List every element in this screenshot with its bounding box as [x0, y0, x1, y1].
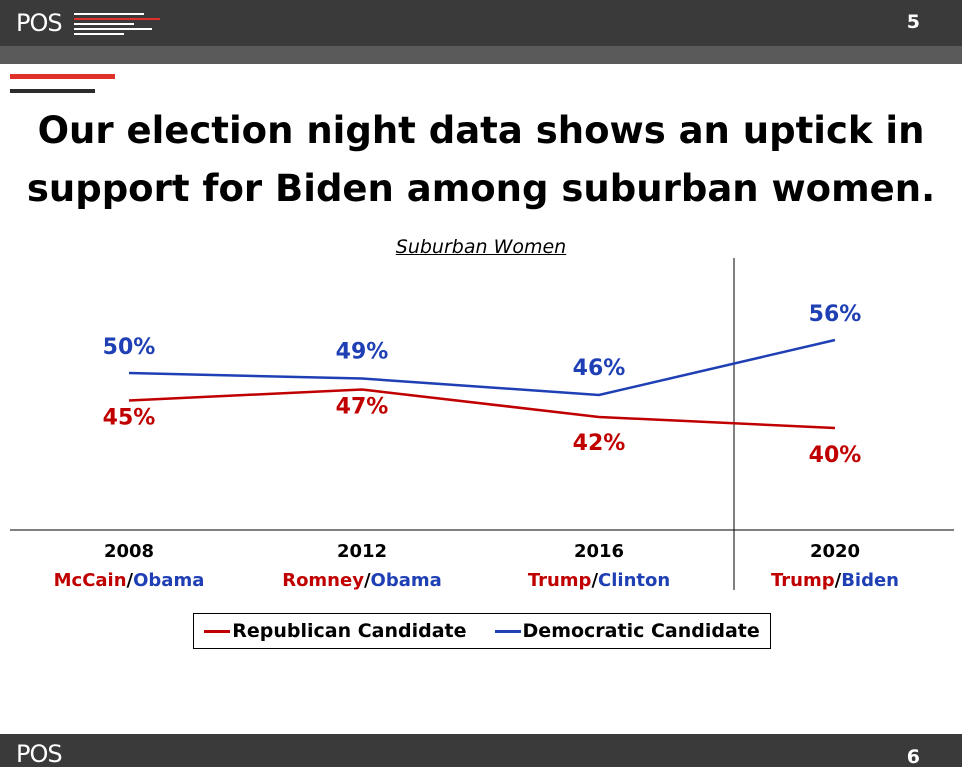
matchup-separator: /: [591, 570, 598, 591]
legend-item-democratic: Democratic Candidate: [494, 620, 760, 642]
data-label-republican-2008: 45%: [103, 406, 156, 431]
matchup-label-2016: Trump/Clinton: [528, 570, 670, 591]
footer-logo: POS: [16, 740, 63, 768]
series-line-democratic: [128, 338, 836, 397]
matchup-republican-2008: McCain: [54, 570, 127, 591]
legend-label-democratic: Democratic Candidate: [522, 620, 760, 642]
accent-red-line: [10, 74, 115, 79]
data-label-democratic-2020: 56%: [809, 302, 862, 327]
chart-subtitle: Suburban Women: [395, 236, 567, 258]
matchup-separator: /: [127, 570, 134, 591]
data-label-democratic-2008: 50%: [103, 335, 156, 360]
matchup-democratic-2016: Clinton: [598, 570, 670, 591]
tick-label-2012: 2012: [337, 541, 387, 562]
footer-page-number: 6: [906, 746, 920, 768]
accent-dark-line: [10, 89, 95, 93]
footer-logo-text: POS: [16, 740, 63, 768]
next-slide-header-bar: POS 6: [0, 734, 962, 768]
slide-headline: Our election night data shows an uptick …: [0, 102, 962, 218]
headline-line-2: support for Biden among suburban women.: [26, 167, 936, 210]
matchup-republican-2016: Trump: [528, 570, 592, 591]
data-label-democratic-2016: 46%: [573, 356, 626, 381]
matchup-label-2012: Romney/Obama: [282, 570, 442, 591]
legend-swatch-republican: [204, 629, 231, 633]
legend-swatch-democratic: [494, 629, 521, 633]
matchup-label-2008: McCain/Obama: [54, 570, 205, 591]
data-label-republican-2016: 42%: [573, 431, 626, 456]
matchup-separator: /: [364, 570, 371, 591]
data-label-republican-2020: 40%: [809, 443, 862, 468]
tick-label-2008: 2008: [104, 541, 154, 562]
chart-legend: Republican Candidate Democratic Candidat…: [193, 613, 771, 649]
matchup-democratic-2012: Obama: [371, 570, 442, 591]
matchup-democratic-2020: Biden: [841, 570, 899, 591]
pos-logo: POS: [16, 7, 160, 39]
matchup-democratic-2008: Obama: [133, 570, 204, 591]
headline-line-1: Our election night data shows an uptick …: [37, 109, 925, 152]
tick-label-2016: 2016: [574, 541, 624, 562]
page-number: 5: [906, 11, 920, 33]
matchup-republican-2012: Romney: [282, 570, 364, 591]
matchup-separator: /: [835, 570, 842, 591]
logo-stripes-icon: [74, 13, 160, 35]
header-strip: [0, 46, 962, 64]
top-header-bar: POS 5: [0, 0, 962, 46]
legend-label-republican: Republican Candidate: [232, 620, 467, 642]
series-line-republican: [128, 388, 836, 430]
matchup-label-2020: Trump/Biden: [771, 570, 899, 591]
data-label-democratic-2012: 49%: [336, 340, 389, 365]
logo-text: POS: [16, 9, 63, 37]
legend-item-republican: Republican Candidate: [204, 620, 467, 642]
matchup-republican-2020: Trump: [771, 570, 835, 591]
data-label-republican-2012: 47%: [336, 395, 389, 420]
tick-label-2020: 2020: [810, 541, 860, 562]
